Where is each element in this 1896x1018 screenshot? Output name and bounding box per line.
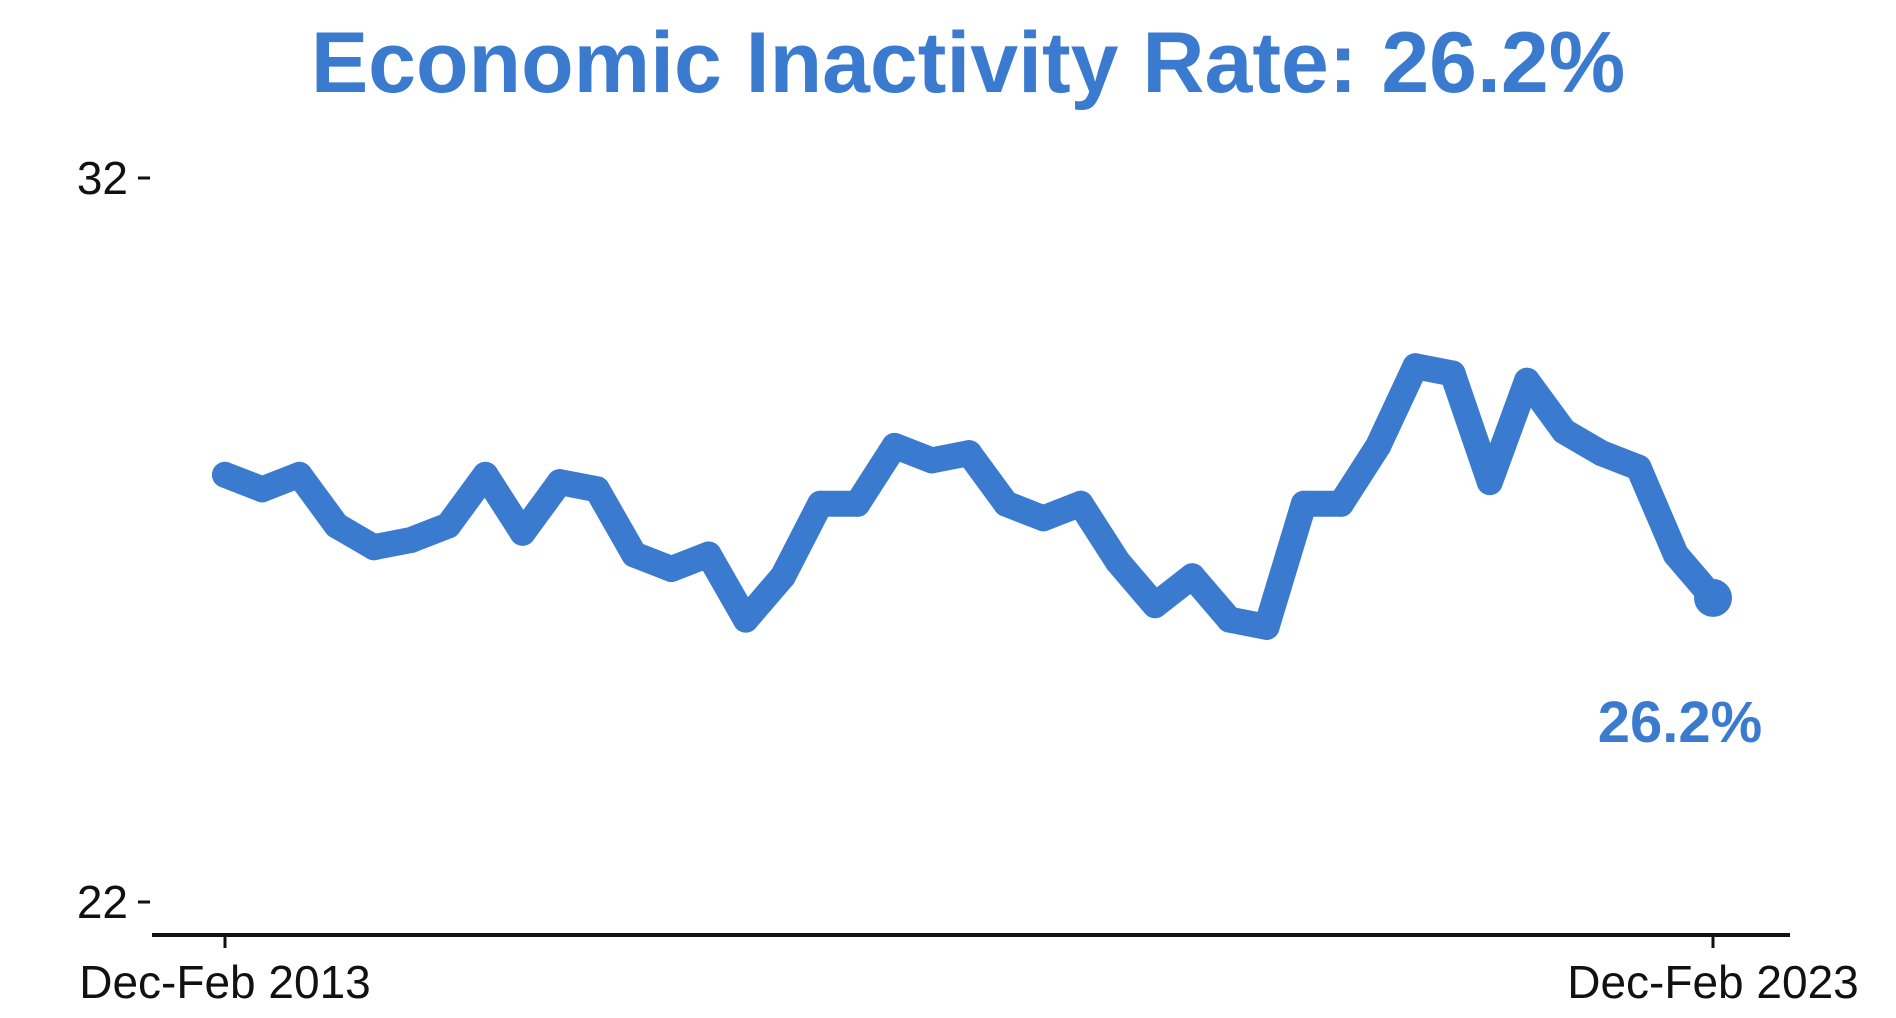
x-tick-label-0: Dec-Feb 2013	[79, 956, 371, 1008]
data-point-38	[1625, 454, 1652, 481]
data-point-3	[323, 512, 350, 539]
data-point-8	[509, 519, 536, 546]
data-point-36	[1551, 418, 1578, 445]
chart-title: Economic Inactivity Rate: 26.2%	[311, 15, 1625, 111]
data-point-0	[212, 461, 238, 488]
y-tick-label-1: 32	[77, 152, 128, 204]
data-point-26	[1179, 563, 1206, 590]
data-points	[212, 353, 1726, 640]
series-line	[212, 353, 1726, 640]
data-point-25	[1142, 592, 1168, 619]
data-point-33	[1439, 360, 1466, 387]
y-axis: 22 32	[77, 152, 150, 928]
data-point-28	[1253, 613, 1280, 640]
x-axis: Dec-Feb 2013 Dec-Feb 2023	[79, 935, 1859, 1008]
data-point-34	[1476, 469, 1503, 496]
data-point-30	[1328, 490, 1354, 517]
data-point-31	[1365, 432, 1392, 459]
data-point-7	[472, 461, 499, 488]
data-point-6	[435, 512, 462, 539]
x-tick-label-1: Dec-Feb 2023	[1567, 956, 1859, 1008]
data-point-16	[807, 490, 834, 517]
data-point-5	[398, 527, 424, 553]
data-point-23	[1067, 490, 1094, 517]
data-point-20	[956, 440, 982, 467]
data-point-37	[1588, 440, 1615, 467]
data-point-29	[1290, 490, 1317, 517]
data-point-12	[658, 555, 685, 582]
data-point-15	[770, 563, 796, 590]
data-point-27	[1216, 606, 1243, 633]
data-point-21	[993, 490, 1020, 517]
data-point-24	[1104, 548, 1131, 575]
data-point-4	[360, 534, 387, 561]
data-point-22	[1030, 505, 1057, 532]
data-point-13	[695, 541, 722, 568]
data-point-32	[1402, 353, 1429, 380]
data-point-18	[881, 432, 908, 459]
data-point-14	[732, 606, 759, 633]
end-point-marker	[1694, 578, 1732, 617]
data-point-39	[1662, 541, 1689, 568]
y-tick-label-0: 22	[77, 876, 128, 928]
data-point-1	[249, 476, 276, 503]
data-point-2	[286, 461, 313, 488]
data-point-35	[1514, 367, 1540, 394]
data-point-10	[584, 476, 610, 503]
data-point-11	[621, 541, 648, 568]
data-point-9	[546, 469, 573, 496]
end-value-label: 26.2%	[1598, 690, 1762, 755]
data-point-19	[918, 447, 945, 474]
data-point-17	[844, 490, 871, 517]
